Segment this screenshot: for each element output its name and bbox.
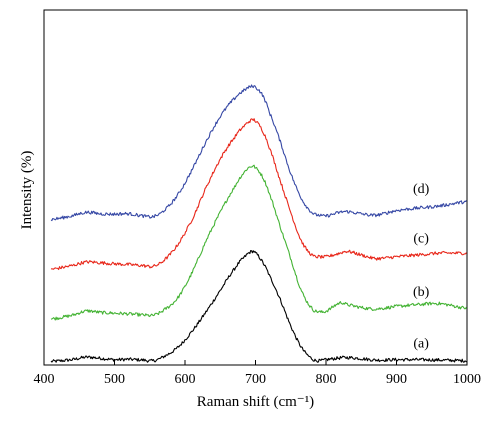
x-axis-label: Raman shift (cm⁻¹) <box>197 394 314 410</box>
annotation-layer: (a) (b) (c) (d) <box>413 182 430 351</box>
x-tick-label: 500 <box>104 372 125 387</box>
x-tick-label: 600 <box>175 372 196 387</box>
x-tick-label: 1000 <box>453 372 481 387</box>
plot-frame <box>43 9 468 366</box>
series-label-b: (b) <box>413 285 430 300</box>
series-label-d: (d) <box>413 182 430 197</box>
series-line-d <box>50 84 467 222</box>
series-label-a: (a) <box>413 336 429 351</box>
series-line-a <box>50 249 467 363</box>
series-label-c: (c) <box>413 232 429 247</box>
x-axis-ticks: 400 500 600 700 800 900 1000 <box>34 360 481 387</box>
x-tick-label: 800 <box>316 372 337 387</box>
x-tick-label: 400 <box>34 372 55 387</box>
x-tick-label: 700 <box>245 372 266 387</box>
x-tick-label: 900 <box>386 372 407 387</box>
y-axis-label: Intensity (%) <box>19 151 35 230</box>
series-line-c <box>50 118 467 271</box>
series-layer <box>50 84 467 363</box>
series-line-b <box>50 164 467 321</box>
